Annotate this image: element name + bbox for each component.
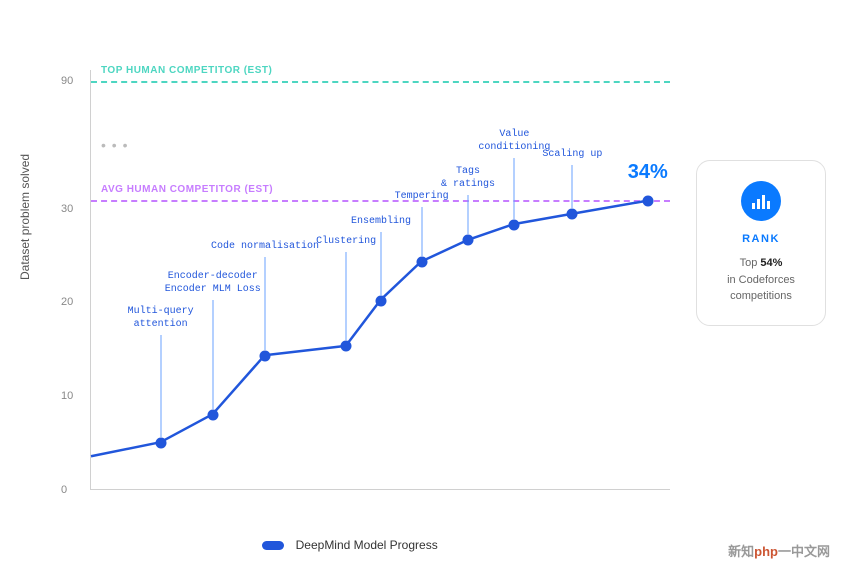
data-point [567, 209, 578, 220]
rank-text: Top 54% in Codeforces competitions [709, 255, 813, 305]
plot-area: 010203090TOP HUMAN COMPETITOR (EST)AVG H… [90, 70, 670, 490]
data-point [416, 257, 427, 268]
watermark: 新知php一中文网 [728, 541, 830, 560]
data-point [463, 235, 474, 246]
annotation-leader [421, 207, 422, 256]
rank-card: RANK Top 54% in Codeforces competitions [696, 160, 826, 326]
annotation-leader [160, 335, 161, 437]
annotation-label: Ensembling [316, 215, 446, 228]
data-point [260, 350, 271, 361]
annotation-leader [468, 195, 469, 234]
data-point [509, 219, 520, 230]
rank-chart-icon [741, 181, 781, 221]
data-point [341, 341, 352, 352]
annotation-leader [381, 232, 382, 295]
y-tick: 30 [61, 203, 73, 215]
rank-percent: 54% [760, 257, 782, 269]
y-tick: 20 [61, 296, 73, 308]
legend: DeepMind Model Progress [0, 538, 700, 552]
y-axis-label: Dataset problem solved [18, 154, 32, 280]
final-value: 34% [628, 161, 668, 184]
annotation-leader [572, 165, 573, 208]
rank-title: RANK [709, 233, 813, 245]
annotation-leader [212, 300, 213, 409]
legend-text: DeepMind Model Progress [296, 538, 438, 552]
data-point [155, 438, 166, 449]
annotation-leader [265, 257, 266, 350]
data-point [207, 409, 218, 420]
legend-marker [262, 541, 284, 550]
annotation-label: Encoder-decoderEncoder MLM Loss [148, 270, 278, 296]
y-tick: 90 [61, 75, 73, 87]
data-point [376, 295, 387, 306]
annotation-leader [514, 158, 515, 219]
annotation-label: Clustering [281, 235, 411, 248]
annotation-label: Scaling up [507, 148, 637, 161]
y-tick: 0 [61, 484, 67, 496]
annotation-leader [346, 252, 347, 340]
annotation-label: Multi-queryattention [96, 305, 226, 331]
data-point [642, 196, 653, 207]
y-tick: 10 [61, 390, 73, 402]
